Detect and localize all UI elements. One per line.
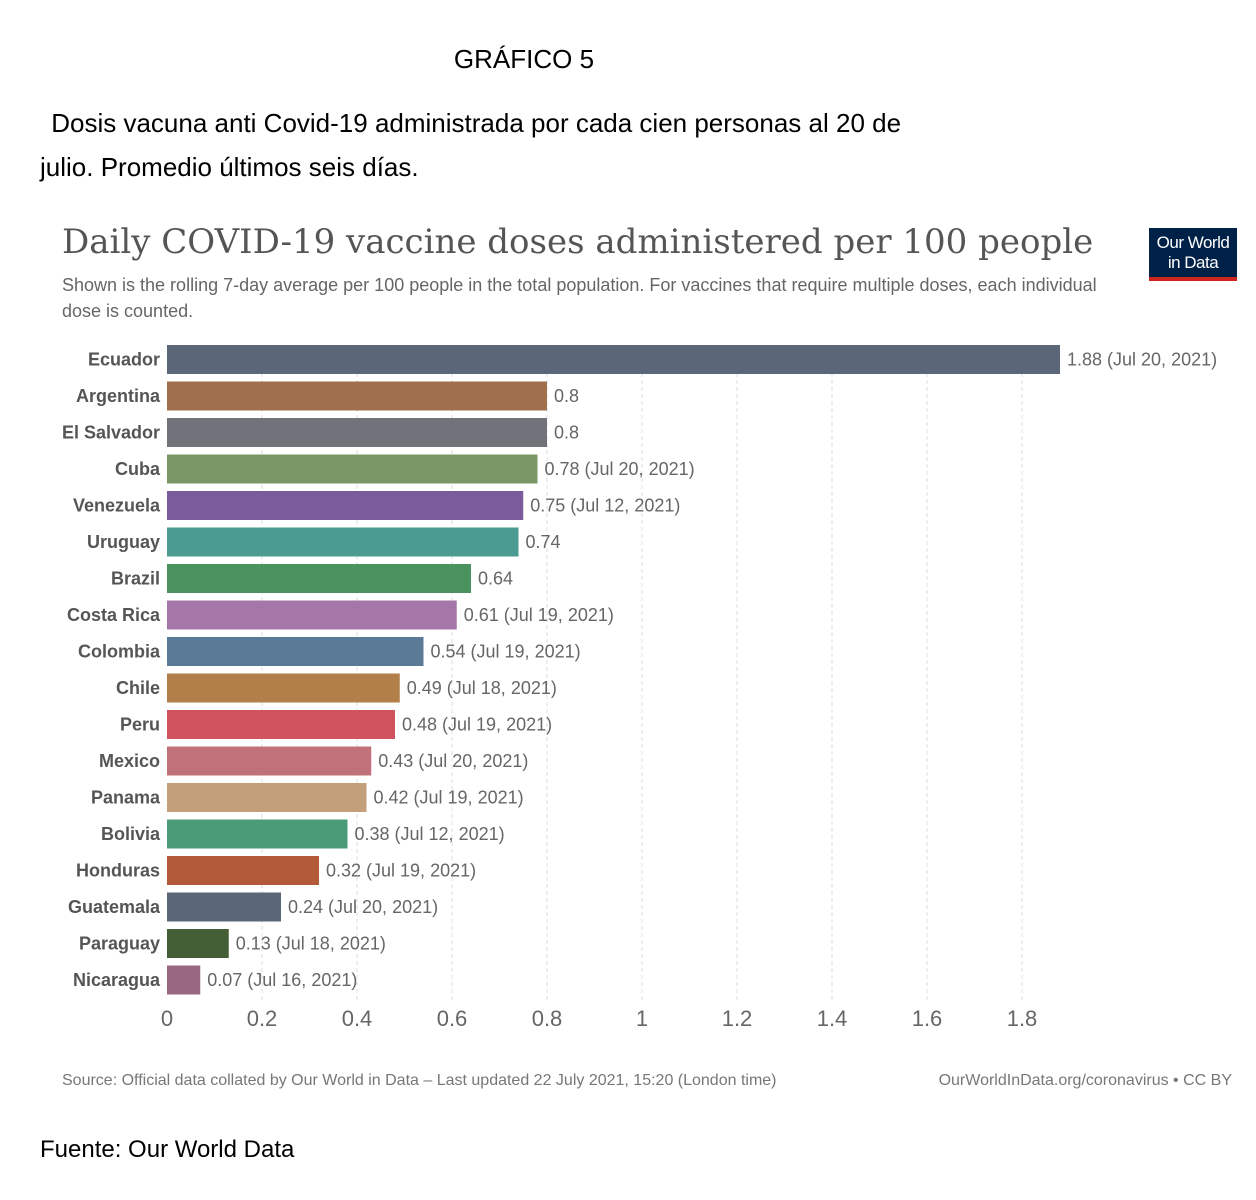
x-tick-label: 1.6 xyxy=(912,1006,943,1031)
data-label: 0.54 (Jul 19, 2021) xyxy=(431,642,581,662)
category-label: Venezuela xyxy=(73,496,161,516)
document-title-line-2: julio. Promedio últimos seis días. xyxy=(40,152,419,182)
bar-mexico xyxy=(167,746,372,776)
logo-line-2: in Data xyxy=(1167,253,1219,272)
data-label: 0.07 (Jul 16, 2021) xyxy=(207,970,357,990)
document-title-line-1: Dosis vacuna anti Covid-19 administrada … xyxy=(44,108,902,138)
chart-source: Source: Official data collated by Our Wo… xyxy=(62,1072,777,1089)
data-label: 0.8 xyxy=(554,386,579,406)
data-label: 0.38 (Jul 12, 2021) xyxy=(355,824,505,844)
data-label: 0.48 (Jul 19, 2021) xyxy=(402,715,552,735)
chart-title: Daily COVID-19 vaccine doses administere… xyxy=(62,222,1094,262)
category-label: Honduras xyxy=(76,861,160,881)
data-label: 0.78 (Jul 20, 2021) xyxy=(545,459,695,479)
data-label: 0.13 (Jul 18, 2021) xyxy=(236,934,386,954)
bar-nicaragua xyxy=(167,965,201,995)
category-label: Cuba xyxy=(115,459,161,479)
category-label: Paraguay xyxy=(79,934,160,954)
data-label: 0.49 (Jul 18, 2021) xyxy=(407,678,557,698)
category-label: Nicaragua xyxy=(73,970,161,990)
data-label: 0.61 (Jul 19, 2021) xyxy=(464,605,614,625)
category-label: Uruguay xyxy=(87,532,160,552)
owid-logo[interactable]: Our World in Data xyxy=(1149,228,1237,281)
data-label: 0.42 (Jul 19, 2021) xyxy=(374,788,524,808)
bar-argentina xyxy=(167,381,547,411)
bar-uruguay xyxy=(167,527,519,557)
logo-line-1: Our World xyxy=(1156,233,1230,252)
bar-paraguay xyxy=(167,929,229,958)
x-tick-label: 1.2 xyxy=(722,1006,753,1031)
data-label: 1.88 (Jul 20, 2021) xyxy=(1067,350,1217,370)
chart-license-link[interactable]: OurWorldInData.org/coronavirus • CC BY xyxy=(938,1072,1232,1089)
bar-colombia xyxy=(167,637,424,666)
bar-brazil xyxy=(167,564,471,593)
bar-peru xyxy=(167,710,395,739)
bar-venezuela xyxy=(167,491,524,520)
category-label: Ecuador xyxy=(88,350,160,370)
bar-chile xyxy=(167,673,400,703)
data-label: 0.32 (Jul 19, 2021) xyxy=(326,861,476,881)
bar-guatemala xyxy=(167,892,281,922)
data-label: 0.74 xyxy=(526,532,561,552)
figure-number: GRÁFICO 5 xyxy=(453,44,595,74)
data-label: 0.75 (Jul 12, 2021) xyxy=(530,496,680,516)
x-tick-label: 0.6 xyxy=(437,1006,468,1031)
x-tick-label: 0.2 xyxy=(247,1006,278,1031)
category-label: Bolivia xyxy=(101,824,161,844)
data-label: 0.24 (Jul 20, 2021) xyxy=(288,897,438,917)
x-tick-label: 1 xyxy=(636,1006,648,1031)
x-tick-label: 1.4 xyxy=(817,1006,848,1031)
category-label: Peru xyxy=(120,715,160,735)
bar-el-salvador xyxy=(167,418,547,447)
bar-panama xyxy=(167,783,367,812)
document-source-note: Fuente: Our World Data xyxy=(40,1136,295,1163)
category-label: Guatemala xyxy=(68,897,161,917)
category-label: Panama xyxy=(91,788,161,808)
x-tick-label: 0.8 xyxy=(532,1006,563,1031)
category-label: Chile xyxy=(116,678,160,698)
bar-costa-rica xyxy=(167,600,457,630)
chart-subtitle: Shown is the rolling 7-day average per 1… xyxy=(62,275,1097,321)
bar-cuba xyxy=(167,454,538,484)
data-label: 0.8 xyxy=(554,423,579,443)
category-label: Costa Rica xyxy=(67,605,161,625)
bar-chart: Ecuador 1.88 (Jul 20, 2021) Argentina 0.8 El… xyxy=(62,345,1217,1031)
category-label: Mexico xyxy=(99,751,160,771)
category-label: Brazil xyxy=(111,569,160,589)
bar-honduras xyxy=(167,856,319,885)
category-label: Argentina xyxy=(76,386,161,406)
x-tick-label: 0 xyxy=(161,1006,173,1031)
category-label: El Salvador xyxy=(62,423,160,443)
bar-ecuador xyxy=(167,345,1060,374)
category-label: Colombia xyxy=(78,642,161,662)
data-label: 0.64 xyxy=(478,569,513,589)
x-tick-label: 1.8 xyxy=(1007,1006,1038,1031)
data-label: 0.43 (Jul 20, 2021) xyxy=(378,751,528,771)
x-tick-label: 0.4 xyxy=(342,1006,373,1031)
bar-bolivia xyxy=(167,819,348,849)
